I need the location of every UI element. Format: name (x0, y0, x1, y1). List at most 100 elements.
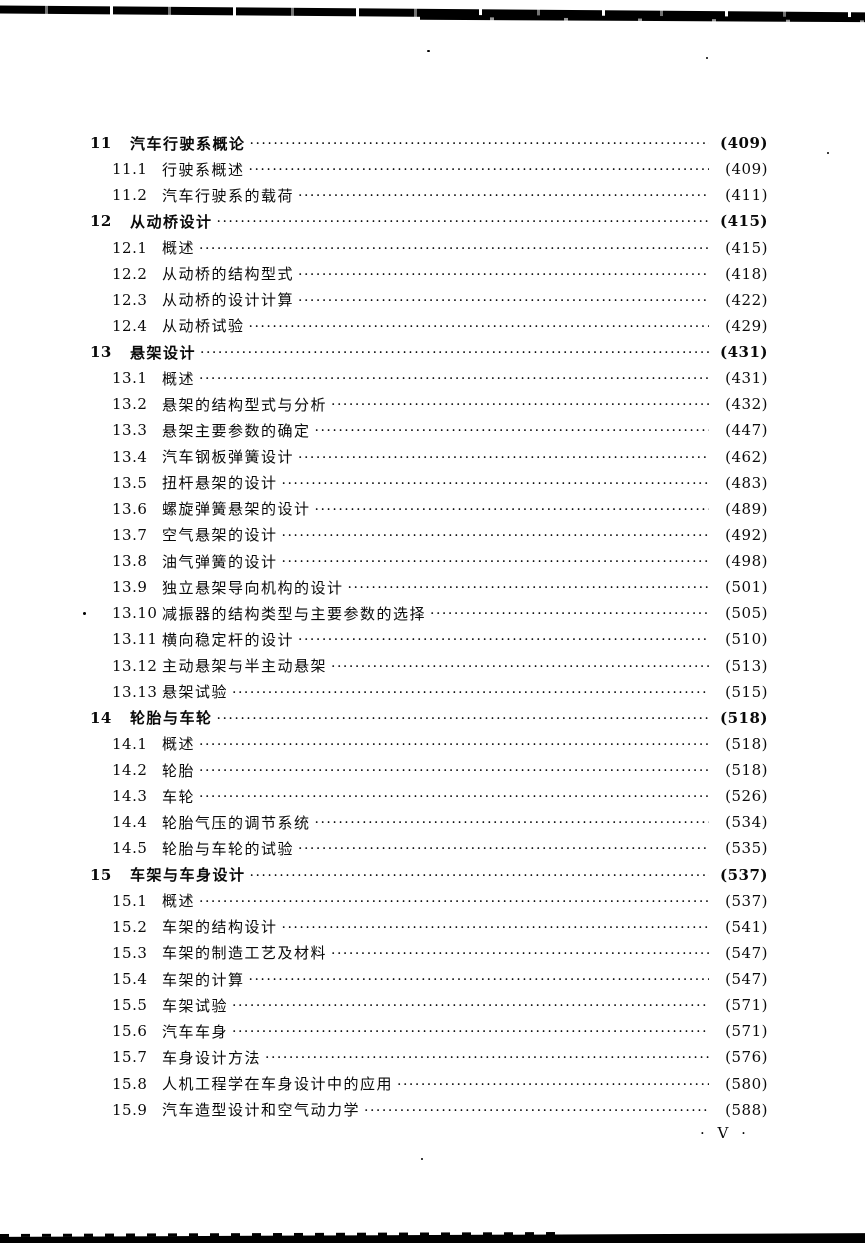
toc-list: 11 汽车行驶系概论 (409) 11.1 行驶系概述 (409) 11.2 汽车行驶系的载荷… (90, 130, 768, 1123)
toc-entry: 11.2 汽车行驶系的载荷 (411) (90, 182, 768, 208)
toc-entry: 12.2 从动桥的结构型式 (418) (90, 261, 768, 287)
dot-leader (199, 787, 709, 805)
toc-entry-title: 人机工程学在车身设计中的应用 (162, 1075, 394, 1094)
toc-entry-title: 汽车钢板弹簧设计 (162, 448, 295, 467)
scan-speck (83, 612, 86, 615)
toc-entry-page: (447) (725, 421, 768, 440)
toc-entry: 12.3 从动桥的设计计算 (422) (90, 287, 768, 313)
toc-entry: 13.5 扭杆悬架的设计 (483) (90, 470, 768, 496)
toc-entry-title: 悬架主要参数的确定 (162, 421, 311, 440)
dot-leader (232, 1022, 709, 1040)
toc-entry-title: 从动桥试验 (162, 317, 245, 336)
toc-entry: 13.9 独立悬架导向机构的设计 (501) (90, 574, 768, 600)
toc-entry-title: 概述 (162, 369, 196, 388)
toc-entry-title: 从动桥的设计计算 (162, 291, 295, 310)
toc-entry: 15.5 车架试验 (571) (90, 992, 768, 1018)
toc-entry-title: 悬架的结构型式与分析 (162, 395, 328, 414)
dot-leader (298, 265, 709, 283)
toc-entry-page: (415) (719, 212, 768, 231)
toc-entry: 15.9 汽车造型设计和空气动力学 (588) (90, 1097, 768, 1123)
toc-entry-number: 15.3 (112, 943, 148, 962)
dot-leader (249, 160, 709, 178)
toc-entry-title: 轮胎与车轮 (130, 709, 213, 728)
toc-entry-number: 11.1 (112, 160, 148, 179)
toc-entry-page: (432) (725, 395, 768, 414)
toc-entry: 15 车架与车身设计 (537) (90, 862, 768, 888)
toc-entry-title: 螺旋弹簧悬架的设计 (162, 500, 311, 519)
toc-entry-title: 概述 (162, 239, 196, 258)
toc-entry-page: (518) (719, 708, 768, 727)
toc-entry-page: (518) (725, 734, 768, 753)
toc-entry-number: 13.2 (112, 395, 148, 414)
toc-entry: 13.7 空气悬架的设计 (492) (90, 522, 768, 548)
dot-leader (315, 813, 709, 831)
toc-entry: 13.2 悬架的结构型式与分析 (432) (90, 391, 768, 417)
toc-entry-number: 14.3 (112, 787, 148, 806)
toc-entry-title: 汽车造型设计和空气动力学 (162, 1101, 361, 1120)
toc-entry-number: 12.4 (112, 316, 148, 335)
dot-leader (232, 996, 709, 1014)
dot-leader (282, 552, 709, 570)
toc-entry-number: 11.2 (112, 186, 148, 205)
toc-entry-page: (537) (719, 865, 768, 884)
toc-entry-number: 15.1 (112, 891, 148, 910)
toc-entry: 13.6 螺旋弹簧悬架的设计 (489) (90, 496, 768, 522)
toc-entry-number: 13.3 (112, 421, 148, 440)
toc-entry: 14 轮胎与车轮 (518) (90, 705, 768, 731)
dot-leader (331, 944, 709, 962)
dot-leader (199, 735, 709, 753)
dot-leader (315, 421, 709, 439)
dot-leader (298, 630, 709, 648)
toc-entry-number: 15 (90, 865, 112, 884)
toc-entry-title: 横向稳定杆的设计 (162, 630, 295, 649)
toc-entry-title: 减振器的结构类型与主要参数的选择 (162, 604, 427, 623)
toc-entry-page: (518) (725, 761, 768, 780)
toc-entry-title: 轮胎 (162, 761, 196, 780)
toc-entry: 12 从动桥设计 (415) (90, 208, 768, 234)
toc-entry-title: 从动桥的结构型式 (162, 265, 295, 284)
toc-entry: 14.2 轮胎 (518) (90, 757, 768, 783)
toc-entry-page: (411) (725, 186, 768, 205)
dot-leader (331, 395, 709, 413)
toc-entry: 13.4 汽车钢板弹簧设计 (462) (90, 444, 768, 470)
toc-entry-page: (489) (725, 499, 768, 518)
toc-entry-title: 独立悬架导向机构的设计 (162, 578, 344, 597)
toc-entry-page: (483) (725, 473, 768, 492)
toc-entry-page: (588) (725, 1100, 768, 1119)
toc-entry-title: 主动悬架与半主动悬架 (162, 657, 328, 676)
toc-entry-number: 13.6 (112, 499, 148, 518)
toc-entry: 12.4 从动桥试验 (429) (90, 313, 768, 339)
toc-entry-number: 13.5 (112, 473, 148, 492)
dot-leader (430, 604, 709, 622)
toc-entry-title: 车架的计算 (162, 970, 245, 989)
toc-entry-title: 车架试验 (162, 996, 229, 1015)
toc-entry-page: (513) (725, 656, 768, 675)
dot-leader (200, 343, 709, 361)
toc-entry-number: 13.11 (112, 630, 158, 649)
toc-entry-page: (515) (725, 682, 768, 701)
toc-entry-title: 汽车车身 (162, 1022, 229, 1041)
dot-leader (199, 239, 709, 257)
toc-entry-number: 15.7 (112, 1048, 148, 1067)
toc-entry-page: (537) (725, 891, 768, 910)
toc-entry-number: 12 (90, 212, 112, 231)
toc-entry-number: 13.10 (112, 604, 158, 623)
toc-entry-page: (429) (725, 316, 768, 335)
dot-leader (397, 1075, 709, 1093)
dot-leader (282, 918, 709, 936)
toc-entry-number: 13.7 (112, 525, 148, 544)
toc-entry-page: (418) (725, 264, 768, 283)
toc-entry-page: (510) (725, 630, 768, 649)
dot-leader (298, 839, 709, 857)
toc-entry-number: 15.4 (112, 970, 148, 989)
toc-entry-page: (498) (725, 552, 768, 571)
dot-leader (265, 1048, 709, 1066)
dot-leader (232, 683, 709, 701)
toc-entry: 15.6 汽车车身 (571) (90, 1018, 768, 1044)
scan-speck (827, 152, 829, 154)
toc-entry-number: 15.6 (112, 1022, 148, 1041)
toc-entry: 14.3 车轮 (526) (90, 783, 768, 809)
